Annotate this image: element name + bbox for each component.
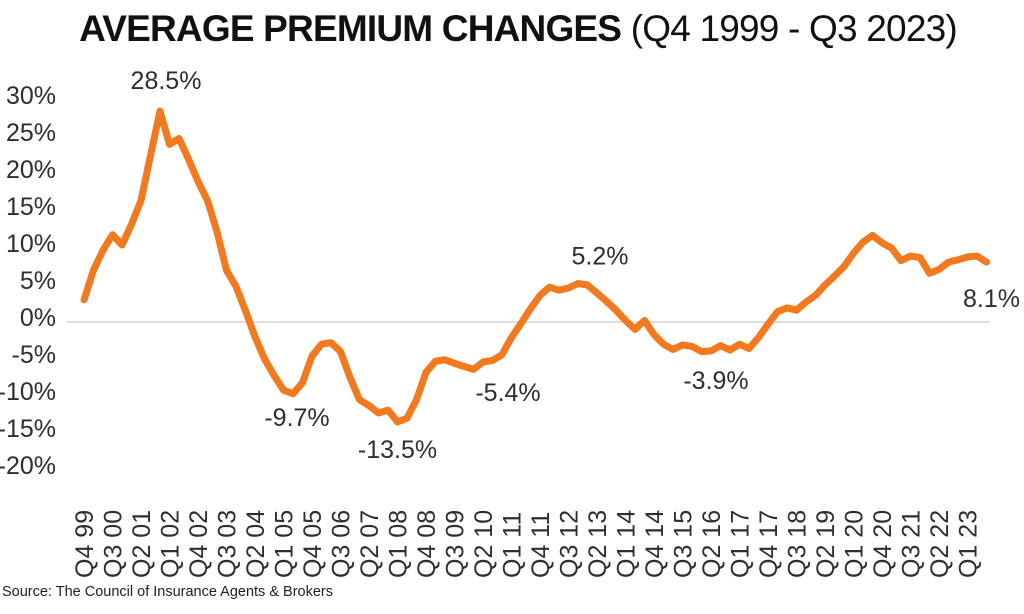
annotation-label: 5.2% (572, 243, 629, 271)
x-tick-label: Q2 22 (926, 510, 954, 578)
y-axis-labels: 30% 25% 20% 15% 10% 5% 0% -5% -10% -15% -20% (0, 82, 56, 480)
x-tick-label: Q1 02 (157, 510, 185, 578)
x-tick-label: Q1 17 (727, 510, 755, 578)
y-tick-label: 25% (6, 119, 56, 147)
x-tick-label: Q4 08 (413, 510, 441, 578)
y-tick-label: 15% (6, 193, 56, 221)
y-tick-label: -15% (0, 415, 56, 443)
x-tick-label: Q4 14 (641, 510, 669, 578)
x-tick-label: Q2 13 (584, 510, 612, 578)
y-tick-label: -20% (0, 452, 56, 480)
x-tick-label: Q4 99 (71, 510, 99, 578)
y-tick-label: -10% (0, 378, 56, 406)
y-tick-label: 5% (20, 267, 56, 295)
x-tick-label: Q2 10 (470, 510, 498, 578)
x-tick-label: Q2 16 (698, 510, 726, 578)
y-tick-label: 20% (6, 156, 56, 184)
premium-line-series (80, 107, 990, 426)
x-tick-label: Q2 07 (356, 510, 384, 578)
chart-title: AVERAGE PREMIUM CHANGES (Q4 1999 - Q3 20… (79, 8, 957, 49)
x-axis-labels: Q4 99 Q3 00 Q2 01 Q1 02 Q4 02 Q3 03 Q2 04 Q1 05… (71, 510, 983, 578)
source-note: Source: The Council of Insurance Agents … (2, 584, 333, 600)
x-tick-label: Q1 05 (271, 510, 299, 578)
annotation-label: 8.1% (963, 285, 1020, 313)
y-tick-label: 30% (6, 82, 56, 110)
annotation-label: -9.7% (264, 404, 329, 432)
x-tick-label: Q4 05 (299, 510, 327, 578)
x-tick-label: Q3 15 (670, 510, 698, 578)
x-tick-label: Q3 21 (898, 510, 926, 578)
x-tick-label: Q4 02 (185, 510, 213, 578)
x-tick-label: Q1 23 (955, 510, 983, 578)
data-annotations: 28.5% -9.7% -13.5% -5.4% 5.2% -3.9% 8.1% (131, 67, 1020, 464)
x-tick-label: Q1 11 (499, 512, 527, 578)
x-tick-label: Q3 03 (214, 510, 242, 578)
annotation-label: -5.4% (475, 379, 540, 407)
x-tick-label: Q2 01 (128, 510, 156, 578)
x-tick-label: Q2 04 (242, 510, 270, 578)
x-tick-label: Q3 09 (442, 510, 470, 578)
annotation-label: -3.9% (683, 367, 748, 395)
x-tick-label: Q3 18 (784, 510, 812, 578)
x-tick-label: Q1 14 (613, 510, 641, 578)
x-tick-label: Q2 19 (812, 510, 840, 578)
x-tick-label: Q3 12 (556, 510, 584, 578)
x-tick-label: Q3 00 (100, 510, 128, 578)
x-tick-label: Q4 20 (869, 510, 897, 578)
chart-title-range: (Q4 1999 - Q3 2023) (631, 8, 957, 49)
x-tick-label: Q4 17 (755, 510, 783, 578)
y-tick-label: -5% (12, 341, 56, 369)
y-tick-label: 0% (20, 304, 56, 332)
x-tick-label: Q4 11 (527, 512, 555, 578)
annotation-label: -13.5% (358, 436, 437, 464)
x-tick-label: Q1 20 (841, 510, 869, 578)
x-tick-label: Q1 08 (385, 510, 413, 578)
x-tick-label: Q3 06 (328, 510, 356, 578)
chart-title-main: AVERAGE PREMIUM CHANGES (79, 8, 621, 49)
annotation-label: 28.5% (131, 67, 202, 95)
y-tick-label: 10% (6, 230, 56, 258)
